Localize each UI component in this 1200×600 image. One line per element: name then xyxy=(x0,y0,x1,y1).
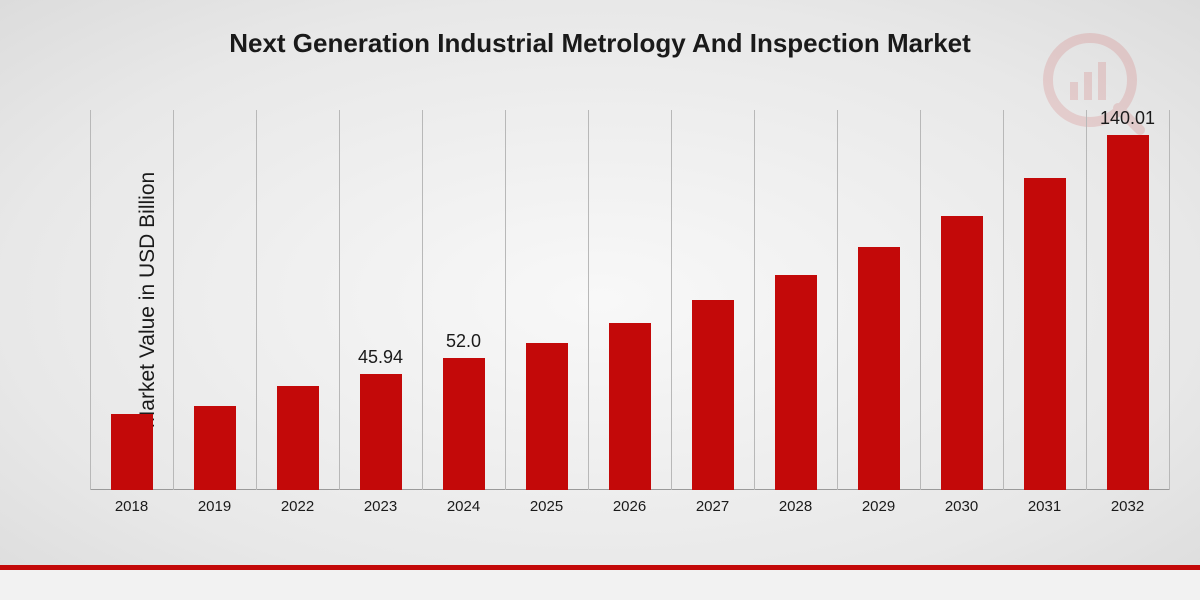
bar xyxy=(692,300,734,490)
x-tick-label: 2024 xyxy=(447,498,480,515)
x-tick-label: 2023 xyxy=(364,498,397,515)
bar xyxy=(941,216,983,490)
bar xyxy=(277,386,319,490)
bar xyxy=(360,374,402,490)
x-tick-label: 2029 xyxy=(862,498,895,515)
gridline xyxy=(1086,110,1087,490)
x-tick-label: 2018 xyxy=(115,498,148,515)
gridline xyxy=(256,110,257,490)
x-tick-label: 2026 xyxy=(613,498,646,515)
x-tick-label: 2019 xyxy=(198,498,231,515)
bar xyxy=(775,275,817,490)
chart-title: Next Generation Industrial Metrology And… xyxy=(0,0,1200,59)
footer-background xyxy=(0,570,1200,600)
gridline xyxy=(671,110,672,490)
gridline xyxy=(837,110,838,490)
bar xyxy=(1107,135,1149,490)
x-tick-label: 2030 xyxy=(945,498,978,515)
plot-area: 45.94 52.0 140.01 xyxy=(90,110,1170,490)
gridline xyxy=(1003,110,1004,490)
gridline xyxy=(505,110,506,490)
gridline xyxy=(920,110,921,490)
gridline xyxy=(173,110,174,490)
gridline xyxy=(588,110,589,490)
x-tick-label: 2032 xyxy=(1111,498,1144,515)
bar xyxy=(1024,178,1066,490)
bar xyxy=(443,358,485,490)
x-tick-label: 2031 xyxy=(1028,498,1061,515)
bar-value-label: 52.0 xyxy=(446,331,481,352)
x-tick-label: 2028 xyxy=(779,498,812,515)
bar xyxy=(526,343,568,490)
bar xyxy=(111,414,153,490)
bar xyxy=(858,247,900,490)
gridline xyxy=(754,110,755,490)
bar-value-label: 45.94 xyxy=(358,347,403,368)
gridline xyxy=(339,110,340,490)
x-tick-label: 2027 xyxy=(696,498,729,515)
bar xyxy=(194,406,236,490)
chart-area: 45.94 52.0 140.01 2018 2019 2022 2023 2024 2025… xyxy=(90,110,1170,520)
bar xyxy=(609,323,651,490)
x-tick-label: 2022 xyxy=(281,498,314,515)
x-tick-label: 2025 xyxy=(530,498,563,515)
footer-stripe xyxy=(0,565,1200,570)
bar-value-label: 140.01 xyxy=(1100,108,1155,129)
gridline xyxy=(422,110,423,490)
gridline xyxy=(1169,110,1170,490)
gridline xyxy=(90,110,91,490)
